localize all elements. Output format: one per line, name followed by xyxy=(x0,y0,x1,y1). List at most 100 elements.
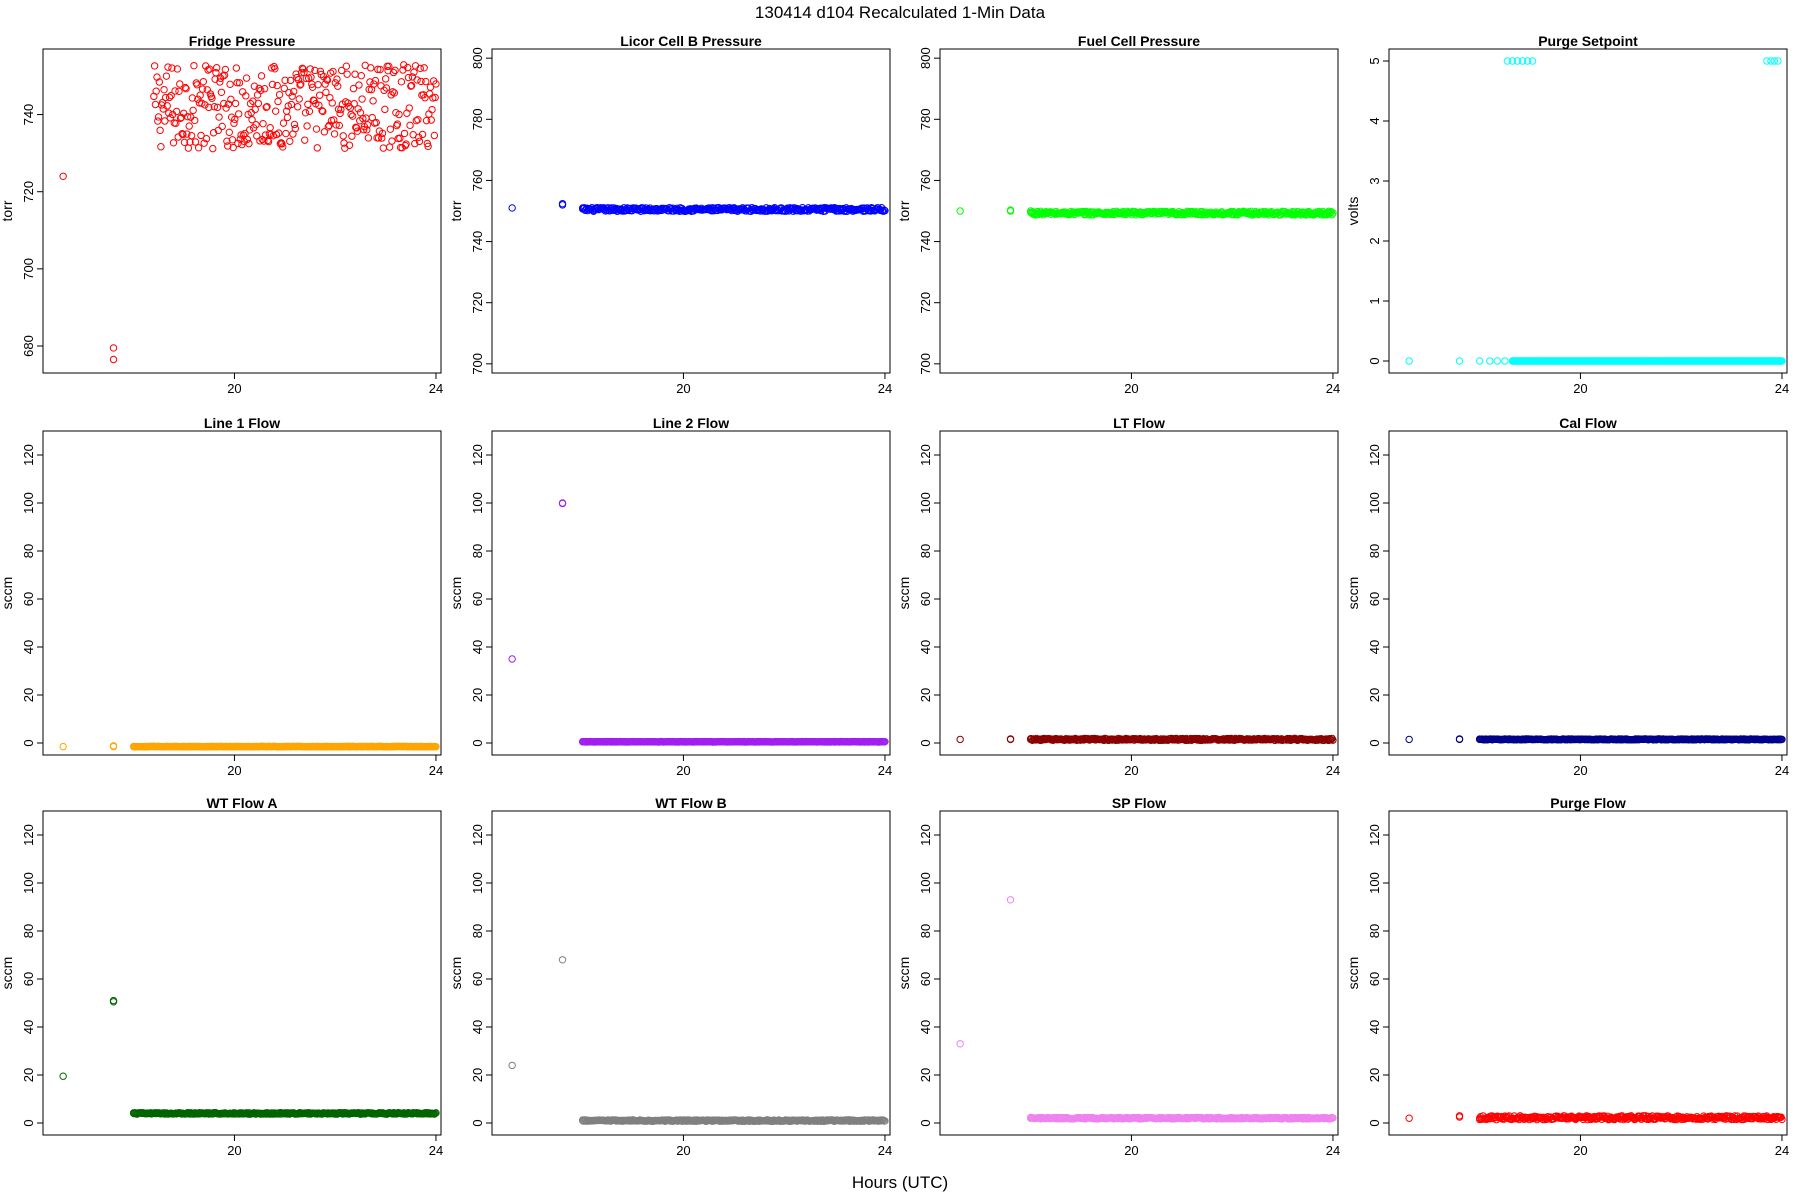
data-point xyxy=(175,87,183,96)
y-tick-label: 800 xyxy=(918,47,933,69)
y-tick-label: 5 xyxy=(1367,57,1382,64)
data-point xyxy=(176,80,184,88)
data-point xyxy=(348,112,357,120)
data-point xyxy=(193,81,201,89)
data-point xyxy=(109,344,118,352)
data-point xyxy=(391,66,399,75)
data-point xyxy=(243,135,252,144)
data-point xyxy=(216,78,224,86)
data-point xyxy=(301,136,309,144)
y-tick-label: 60 xyxy=(918,592,933,606)
data-point xyxy=(201,101,209,109)
data-point xyxy=(1455,735,1464,743)
data-point xyxy=(881,737,889,746)
data-point xyxy=(154,113,163,121)
y-axis-label: sccm xyxy=(448,957,464,990)
data-points xyxy=(956,734,1337,745)
data-point xyxy=(1329,736,1337,744)
y-tick-label: 60 xyxy=(1367,592,1382,606)
y-axis-label: sccm xyxy=(896,957,912,990)
y-tick-label: 760 xyxy=(918,170,933,192)
data-point xyxy=(370,80,378,88)
data-point xyxy=(1026,735,1035,744)
plot-frame xyxy=(491,430,891,756)
data-point xyxy=(230,119,238,127)
y-tick-label: 80 xyxy=(470,924,485,938)
data-point xyxy=(180,138,189,147)
plot-frame xyxy=(42,48,442,374)
data-point xyxy=(881,207,889,215)
data-point xyxy=(185,122,193,130)
data-point xyxy=(395,110,403,119)
y-tick-label: 740 xyxy=(21,104,36,126)
data-point xyxy=(129,742,138,751)
y-tick-label: 0 xyxy=(21,1119,36,1126)
data-points xyxy=(508,956,889,1126)
data-point xyxy=(213,64,221,72)
data-point xyxy=(191,138,200,146)
y-tick-label: 120 xyxy=(918,824,933,846)
data-point xyxy=(407,81,416,90)
data-point xyxy=(197,131,205,140)
plot-frame xyxy=(939,810,1339,1136)
data-point xyxy=(1006,735,1015,744)
data-point xyxy=(420,64,428,72)
data-point xyxy=(1493,357,1502,365)
data-point xyxy=(381,75,390,83)
data-point xyxy=(293,73,301,82)
x-tick-label: 24 xyxy=(1775,1143,1789,1158)
y-axis-label: sccm xyxy=(1345,957,1361,990)
data-point xyxy=(293,103,302,111)
data-point xyxy=(282,129,290,138)
data-point xyxy=(1774,57,1782,65)
data-point xyxy=(385,62,393,71)
data-point xyxy=(372,118,380,127)
x-tick-label: 24 xyxy=(1326,1143,1340,1158)
data-point xyxy=(379,144,388,152)
data-point xyxy=(365,85,373,94)
data-point xyxy=(432,742,440,751)
data-point xyxy=(324,123,332,131)
data-point xyxy=(1475,357,1484,365)
data-point xyxy=(558,956,567,964)
data-point xyxy=(189,106,197,115)
data-point xyxy=(223,137,231,145)
data-point xyxy=(1026,207,1035,215)
data-point xyxy=(382,84,391,92)
data-point xyxy=(307,73,315,81)
data-point xyxy=(194,144,203,152)
data-point xyxy=(315,101,323,109)
data-point xyxy=(317,70,325,79)
data-point xyxy=(205,65,214,73)
data-point xyxy=(322,88,330,97)
y-tick-label: 40 xyxy=(918,640,933,654)
data-point xyxy=(225,128,233,137)
data-point xyxy=(1006,206,1015,214)
y-axis-label: torr xyxy=(0,200,15,221)
data-point xyxy=(301,109,310,117)
data-point xyxy=(297,69,306,77)
data-point xyxy=(404,73,413,82)
data-point xyxy=(294,76,303,84)
data-point xyxy=(260,85,269,93)
data-point xyxy=(1523,57,1532,65)
data-point xyxy=(315,91,324,99)
data-point xyxy=(235,110,243,118)
data-point xyxy=(198,85,207,93)
panel-title: Fuel Cell Pressure xyxy=(1078,33,1200,49)
data-point xyxy=(208,94,216,102)
panel-title: WT Flow B xyxy=(655,795,727,811)
data-point xyxy=(359,114,367,123)
data-point xyxy=(279,119,288,127)
data-point xyxy=(956,207,964,215)
data-point xyxy=(209,144,217,153)
data-points xyxy=(956,206,1337,219)
data-point xyxy=(578,204,587,212)
data-point xyxy=(217,88,226,96)
y-tick-label: 60 xyxy=(21,592,36,606)
y-tick-label: 60 xyxy=(1367,972,1382,986)
data-point xyxy=(424,142,432,151)
y-tick-label: 120 xyxy=(918,444,933,466)
